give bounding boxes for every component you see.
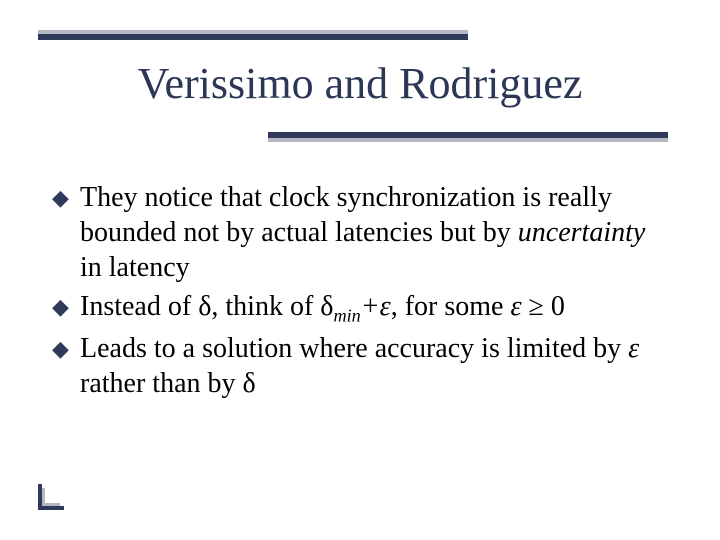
symbol-geq: ≥ (529, 291, 544, 322)
text-fragment: Instead of (80, 291, 198, 322)
text-fragment: , think of (211, 291, 320, 322)
symbol-epsilon: ε (628, 333, 639, 364)
symbol-subscript: min (333, 306, 360, 326)
text-fragment: 0 (544, 291, 565, 322)
corner-decoration (38, 484, 64, 510)
bullet-item: ◆ They notice that clock synchronization… (52, 180, 668, 285)
bullet-text: Instead of δ, think of δmin+ε, for some … (80, 289, 668, 327)
symbol-plus: + (361, 291, 380, 322)
slide-title: Verissimo and Rodriguez (0, 58, 720, 109)
symbol-delta: δ (243, 368, 256, 399)
symbol-epsilon: ε (380, 291, 391, 322)
bullet-item: ◆ Leads to a solution where accuracy is … (52, 331, 668, 401)
bullet-marker-icon: ◆ (52, 180, 80, 214)
text-fragment: Leads to a solution where accuracy is li… (80, 333, 628, 364)
top-rule-dark (38, 34, 468, 40)
text-fragment: , for some (391, 291, 511, 322)
symbol-epsilon: ε (510, 291, 528, 322)
mid-rule-light (268, 138, 668, 142)
bullet-text: Leads to a solution where accuracy is li… (80, 331, 668, 401)
symbol-delta: δ (320, 291, 333, 322)
bullet-marker-icon: ◆ (52, 289, 80, 323)
content-area: ◆ They notice that clock synchronization… (52, 180, 668, 405)
text-emphasis: uncertainty (518, 217, 646, 248)
bullet-text: They notice that clock synchronization i… (80, 180, 668, 285)
bullet-marker-icon: ◆ (52, 331, 80, 365)
text-fragment: rather than by (80, 368, 243, 399)
symbol-delta: δ (198, 291, 211, 322)
text-fragment: in latency (80, 252, 190, 283)
bullet-item: ◆ Instead of δ, think of δmin+ε, for som… (52, 289, 668, 327)
